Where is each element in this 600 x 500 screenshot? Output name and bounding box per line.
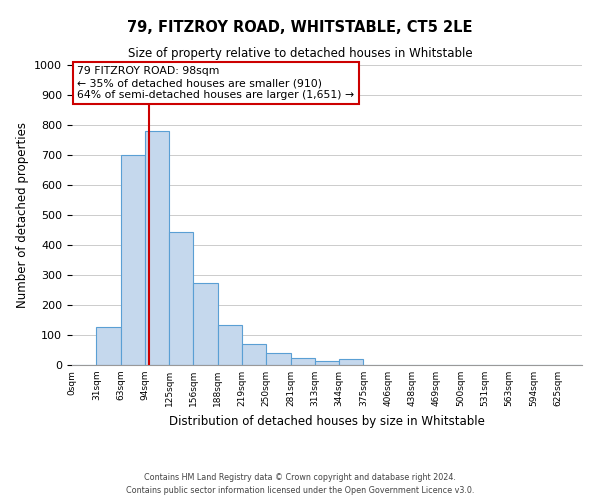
Text: Contains public sector information licensed under the Open Government Licence v3: Contains public sector information licen… xyxy=(126,486,474,495)
Bar xyxy=(145,131,169,365)
Bar xyxy=(315,360,339,365)
Bar xyxy=(96,327,121,365)
Bar xyxy=(121,155,145,365)
X-axis label: Distribution of detached houses by size in Whitstable: Distribution of detached houses by size … xyxy=(169,414,485,428)
Text: 79 FITZROY ROAD: 98sqm
← 35% of detached houses are smaller (910)
64% of semi-de: 79 FITZROY ROAD: 98sqm ← 35% of detached… xyxy=(77,66,354,100)
Bar xyxy=(242,344,266,365)
Y-axis label: Number of detached properties: Number of detached properties xyxy=(16,122,29,308)
Bar xyxy=(169,232,193,365)
Bar xyxy=(266,353,290,365)
Text: 79, FITZROY ROAD, WHITSTABLE, CT5 2LE: 79, FITZROY ROAD, WHITSTABLE, CT5 2LE xyxy=(127,20,473,35)
Bar xyxy=(339,359,364,365)
Bar xyxy=(193,282,218,365)
Bar xyxy=(218,325,242,365)
Bar xyxy=(290,358,315,365)
Text: Size of property relative to detached houses in Whitstable: Size of property relative to detached ho… xyxy=(128,48,472,60)
Text: Contains HM Land Registry data © Crown copyright and database right 2024.: Contains HM Land Registry data © Crown c… xyxy=(144,472,456,482)
